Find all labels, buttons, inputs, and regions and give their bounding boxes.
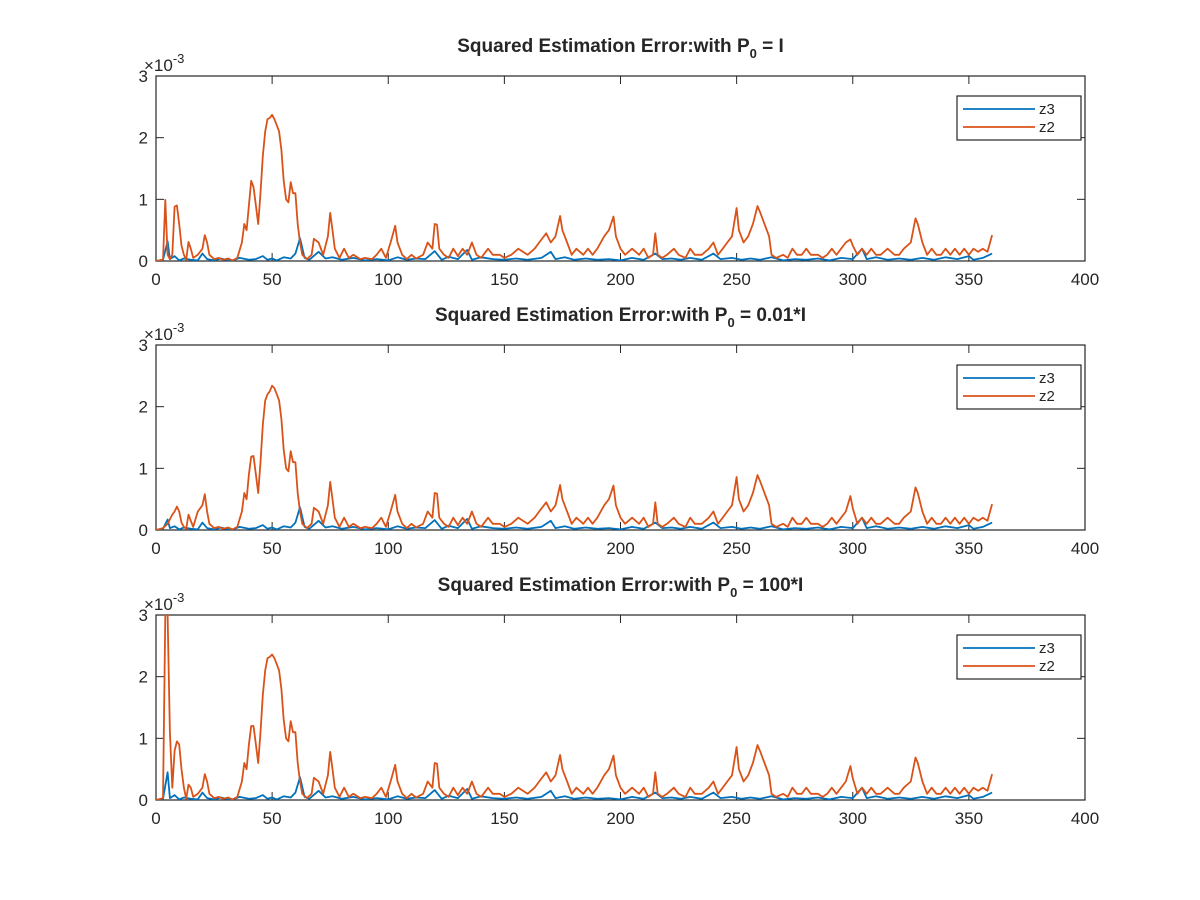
y-exponent-base: ×10: [144, 56, 173, 75]
x-tick-label: 150: [490, 809, 518, 828]
x-tick-label: 150: [490, 270, 518, 289]
y-exponent-base: ×10: [144, 595, 173, 614]
x-tick-label: 350: [955, 809, 983, 828]
x-tick-label: 400: [1071, 809, 1099, 828]
x-tick-label: 250: [722, 270, 750, 289]
y-exponent-power: -3: [173, 590, 185, 605]
legend-label-z2: z2: [1039, 388, 1055, 405]
y-tick-label: 3: [139, 336, 148, 355]
x-tick-label: 400: [1071, 539, 1099, 558]
chart-title-main: Squared Estimation Error:with P: [438, 575, 731, 596]
x-tick-label: 100: [374, 809, 402, 828]
series-line-z3: [156, 237, 993, 261]
chart-title: Squared Estimation Error:with P0 = 100*I: [438, 575, 804, 600]
axes-box: [155, 344, 1086, 531]
legend-label-z2: z2: [1039, 658, 1055, 675]
y-tick-label: 0: [139, 252, 148, 271]
chart-title: Squared Estimation Error:with P0 = 0.01*…: [435, 305, 806, 330]
legend-label-z3: z3: [1039, 640, 1055, 657]
axes-box: [155, 614, 1086, 801]
chart-title: Squared Estimation Error:with P0 = I: [457, 36, 784, 61]
chart-title-suffix: = 0.01*I: [735, 305, 806, 326]
x-tick-label: 50: [263, 539, 282, 558]
y-exponent-label: ×10-3: [144, 51, 184, 75]
x-tick-label: 50: [263, 270, 282, 289]
x-tick-label: 300: [839, 270, 867, 289]
x-tick-label: 250: [722, 539, 750, 558]
x-tick-label: 0: [151, 539, 160, 558]
x-tick-label: 200: [606, 270, 634, 289]
subplot-1: 0 50 100 150 200 250 300 350 400 0 1 2 3×10-3 Squared…: [139, 36, 1100, 289]
chart-title-subscript: 0: [750, 46, 757, 61]
y-tick-label: 2: [139, 398, 148, 417]
x-tick-label: 100: [374, 539, 402, 558]
y-tick-label: 0: [139, 791, 148, 810]
chart-title-subscript: 0: [727, 315, 734, 330]
x-tick-label: 300: [839, 539, 867, 558]
y-exponent-label: ×10-3: [144, 320, 184, 344]
x-tick-label: 50: [263, 809, 282, 828]
x-tick-label: 200: [606, 539, 634, 558]
x-tick-label: 0: [151, 809, 160, 828]
legend-box: [956, 95, 1082, 141]
series-line-z2: [156, 384, 993, 530]
subplot-3: 0 50 100 150 200 250 300 350 400 0 1 2 3×10-3 Squared…: [139, 575, 1100, 828]
y-tick-label: 3: [139, 606, 148, 625]
y-exponent-label: ×10-3: [144, 590, 184, 614]
y-exponent-power: -3: [173, 51, 185, 66]
y-tick-label: 1: [139, 459, 148, 478]
legend-label-z3: z3: [1039, 370, 1055, 387]
chart-title-main: Squared Estimation Error:with P: [457, 36, 750, 57]
legend-label-z2: z2: [1039, 119, 1055, 136]
x-tick-label: 400: [1071, 270, 1099, 289]
x-tick-label: 350: [955, 539, 983, 558]
chart-title-main: Squared Estimation Error:with P: [435, 305, 728, 326]
axes-box: [155, 75, 1086, 262]
legend-box: [956, 364, 1082, 410]
y-tick-label: 3: [139, 67, 148, 86]
x-tick-label: 250: [722, 809, 750, 828]
subplot-2: 0 50 100 150 200 250 300 350 400 0 1 2 3×10-3 Squared…: [139, 305, 1100, 558]
x-tick-label: 150: [490, 539, 518, 558]
legend-label-z3: z3: [1039, 101, 1055, 118]
y-tick-label: 2: [139, 129, 148, 148]
chart-title-suffix: = 100*I: [737, 575, 803, 596]
chart-title-subscript: 0: [730, 585, 737, 600]
series-line-z2: [156, 615, 993, 800]
series-line-z3: [156, 506, 993, 530]
legend-box: [956, 634, 1082, 680]
series-line-z2: [156, 113, 993, 261]
x-tick-label: 200: [606, 809, 634, 828]
y-tick-label: 1: [139, 729, 148, 748]
x-tick-label: 350: [955, 270, 983, 289]
y-exponent-base: ×10: [144, 325, 173, 344]
chart-title-suffix: = I: [757, 36, 784, 57]
y-tick-label: 2: [139, 668, 148, 687]
x-tick-label: 300: [839, 809, 867, 828]
x-tick-label: 100: [374, 270, 402, 289]
x-tick-label: 0: [151, 270, 160, 289]
y-tick-label: 0: [139, 521, 148, 540]
series-line-z3: [156, 771, 993, 800]
y-exponent-power: -3: [173, 320, 185, 335]
y-tick-label: 1: [139, 190, 148, 209]
